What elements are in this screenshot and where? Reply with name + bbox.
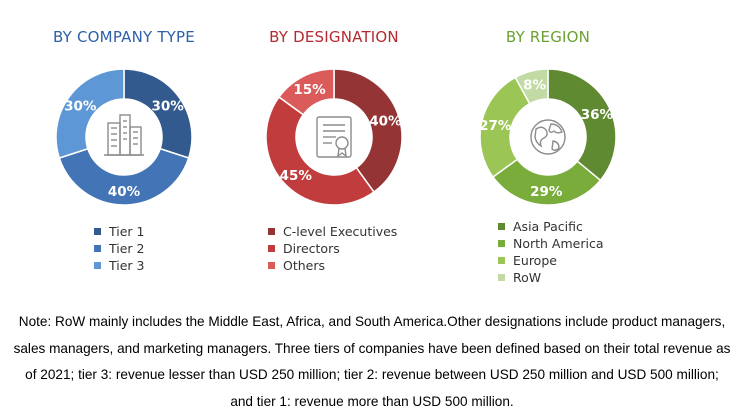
designation-data-label-others: 15%	[293, 82, 326, 98]
region-legend-label: Asia Pacific	[513, 219, 583, 234]
region-legend-swatch	[498, 240, 505, 247]
company-type-title: BY COMPANY TYPE	[53, 28, 195, 46]
region-legend-swatch	[498, 223, 505, 230]
company-type-data-label-tier-1: 30%	[152, 98, 185, 114]
company-type-legend-item-tier-3: Tier 3	[94, 257, 144, 274]
region-donut-hole	[514, 103, 582, 171]
designation-slice-directors	[265, 95, 376, 206]
designation-legend: C-level Executives Directors Others	[268, 223, 397, 274]
designation-panel: BY DESIGNATION 40% 45% 15% C-level Executi…	[210, 0, 458, 290]
footnote: Note: RoW mainly includes the Middle Eas…	[13, 314, 731, 409]
company-type-slice-tier-1	[123, 68, 193, 159]
designation-legend-label: Others	[283, 258, 326, 273]
designation-donut-chart: 40% 45% 15%	[265, 68, 403, 206]
designation-data-label-c-level-executives: 40%	[369, 113, 402, 129]
buildings-icon	[104, 114, 144, 156]
designation-legend-swatch	[268, 262, 275, 269]
region-data-label-asia-pacific: 36%	[581, 107, 614, 123]
region-donut-chart: 36% 29% 27% 8%	[479, 68, 617, 206]
company-type-legend-swatch	[94, 245, 101, 252]
region-legend-item-row: RoW	[498, 269, 604, 286]
region-data-label-north-america: 29%	[530, 184, 563, 200]
company-type-legend-item-tier-1: Tier 1	[94, 223, 144, 240]
company-type-donut-hole	[90, 103, 158, 171]
company-type-legend-swatch	[94, 262, 101, 269]
company-type-legend-swatch	[94, 228, 101, 235]
region-panel: BY REGION 36% 29% 27% 8% Asia Pacific North …	[424, 0, 672, 290]
globe-icon	[530, 119, 566, 155]
region-legend-item-north-america: North America	[498, 235, 604, 252]
region-legend-item-asia-pacific: Asia Pacific	[498, 218, 604, 235]
region-slice-row	[514, 68, 549, 105]
company-type-slice-tier-2	[58, 147, 190, 206]
region-legend-label: Europe	[513, 253, 557, 268]
designation-slice-others	[277, 68, 335, 116]
company-type-slice-tier-3	[55, 68, 125, 159]
designation-slice-c-level-executives	[333, 68, 403, 194]
company-type-legend: Tier 1 Tier 2 Tier 3	[94, 223, 144, 274]
designation-legend-swatch	[268, 228, 275, 235]
region-legend-swatch	[498, 257, 505, 264]
region-legend-item-europe: Europe	[498, 252, 604, 269]
region-slice-asia-pacific	[547, 68, 617, 182]
region-legend-label: RoW	[513, 270, 542, 285]
company-type-legend-label: Tier 2	[109, 241, 145, 256]
designation-legend-label: Directors	[283, 241, 340, 256]
company-type-legend-label: Tier 1	[109, 224, 145, 239]
region-slice-north-america	[491, 158, 602, 206]
designation-legend-item-others: Others	[268, 257, 397, 274]
designation-data-label-directors: 45%	[280, 168, 313, 184]
company-type-data-label-tier-3: 30%	[64, 98, 97, 114]
company-type-legend-label: Tier 3	[109, 258, 145, 273]
company-type-donut-chart: 30% 40% 30%	[55, 68, 193, 206]
designation-legend-item-c-level-executives: C-level Executives	[268, 223, 397, 240]
region-data-label-row: 8%	[523, 78, 546, 94]
designation-legend-item-directors: Directors	[268, 240, 397, 257]
designation-legend-swatch	[268, 245, 275, 252]
region-legend-label: North America	[513, 236, 604, 251]
designation-title: BY DESIGNATION	[269, 28, 399, 46]
region-legend: Asia Pacific North America Europe RoW	[498, 218, 604, 286]
certificate-icon	[316, 116, 352, 158]
region-legend-swatch	[498, 274, 505, 281]
company-type-panel: BY COMPANY TYPE 30% 40% 30% Tier 1 Tier 2 Ti…	[0, 0, 248, 290]
region-title: BY REGION	[505, 28, 591, 46]
designation-legend-label: C-level Executives	[283, 224, 398, 239]
region-data-label-europe: 27%	[479, 118, 512, 134]
company-type-legend-item-tier-2: Tier 2	[94, 240, 144, 257]
company-type-data-label-tier-2: 40%	[108, 184, 141, 200]
